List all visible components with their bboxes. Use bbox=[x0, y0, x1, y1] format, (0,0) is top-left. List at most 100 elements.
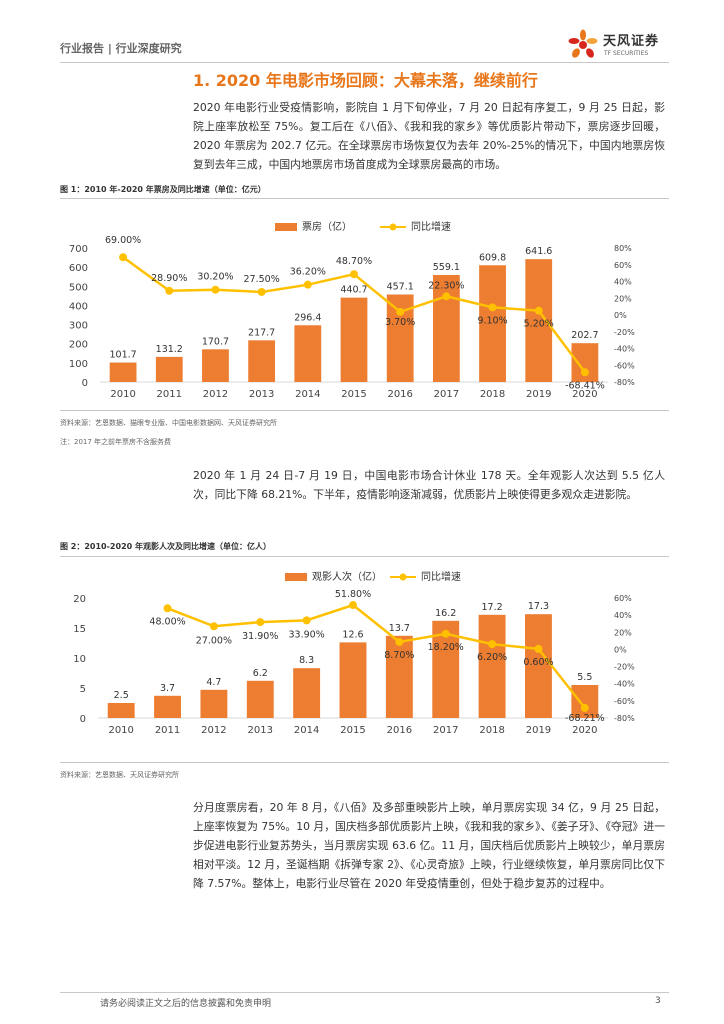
paragraph-3: 分月度票房看，20 年 8 月，《八佰》及多部重映影片上映，单月票房实现 34 … bbox=[193, 801, 665, 890]
figure2-title: 图 2：2010-2020 年观影人次及同比增速（单位：亿人） bbox=[60, 542, 271, 551]
figure2-bottom-rule bbox=[60, 762, 669, 763]
growth-point bbox=[163, 604, 172, 613]
legend-bar-swatch bbox=[275, 223, 297, 231]
bar-value-label: 3.7 bbox=[160, 683, 175, 694]
bar-value-label: 2.5 bbox=[114, 690, 129, 701]
x-axis-tick-label: 2017 bbox=[434, 389, 459, 400]
bar-value-label: 170.7 bbox=[202, 336, 229, 347]
logo-flower-icon bbox=[568, 29, 598, 58]
footer-divider bbox=[60, 992, 669, 993]
bar bbox=[109, 362, 137, 382]
y2-axis-tick-label: -80% bbox=[614, 378, 635, 387]
legend-line-label: 同比增速 bbox=[411, 220, 451, 233]
growth-point bbox=[257, 287, 266, 296]
growth-value-label: 5.20% bbox=[524, 319, 554, 330]
bar bbox=[339, 642, 367, 718]
y2-axis-tick-label: 40% bbox=[614, 611, 632, 620]
growth-value-label: 27.00% bbox=[196, 635, 232, 646]
x-axis-tick-label: 2011 bbox=[155, 725, 180, 736]
y2-axis-tick-label: -40% bbox=[614, 680, 635, 689]
y-axis-tick-label: 100 bbox=[69, 359, 88, 370]
bar-value-label: 131.2 bbox=[156, 344, 183, 355]
bar bbox=[340, 297, 368, 382]
growth-point bbox=[349, 601, 357, 610]
growth-value-label: 6.20% bbox=[477, 652, 507, 663]
bar-value-label: 559.1 bbox=[433, 262, 460, 273]
x-axis-tick-label: 2016 bbox=[387, 389, 412, 400]
company-logo: 天风证券 TF SECURITIES bbox=[566, 28, 686, 62]
y-axis-tick-label: 400 bbox=[69, 301, 88, 312]
bar-value-label: 217.7 bbox=[248, 327, 275, 338]
x-axis-tick-label: 2019 bbox=[526, 389, 551, 400]
header-divider bbox=[60, 62, 669, 63]
growth-value-label: 31.90% bbox=[242, 631, 278, 642]
x-axis-tick-label: 2015 bbox=[341, 389, 366, 400]
x-axis-tick-label: 2019 bbox=[526, 725, 551, 736]
y-axis-tick-label: 500 bbox=[69, 282, 88, 293]
bar bbox=[202, 349, 229, 382]
bar-value-label: 8.3 bbox=[299, 655, 314, 666]
growth-value-label: 8.70% bbox=[384, 650, 414, 661]
bar-value-label: 440.7 bbox=[340, 285, 367, 296]
growth-value-label: 30.20% bbox=[197, 272, 233, 283]
legend-bar-label: 观影人次（亿） bbox=[312, 570, 382, 583]
y2-axis-tick-label: 80% bbox=[614, 244, 632, 253]
growth-point bbox=[534, 644, 543, 653]
y2-axis-tick-label: 0% bbox=[614, 311, 627, 320]
growth-point bbox=[534, 306, 543, 315]
y2-axis-tick-label: -80% bbox=[614, 714, 635, 723]
logo-name-en: TF SECURITIES bbox=[604, 50, 649, 57]
growth-point bbox=[580, 703, 589, 712]
growth-point bbox=[488, 640, 497, 649]
legend-line-marker bbox=[389, 223, 397, 231]
y-axis-tick-label: 15 bbox=[73, 624, 86, 635]
bar bbox=[571, 685, 599, 718]
y-axis-tick-label: 600 bbox=[69, 263, 88, 274]
bar bbox=[479, 265, 506, 382]
growth-value-label: -68.41% bbox=[565, 380, 605, 391]
y-axis-tick-label: 5 bbox=[80, 684, 86, 695]
y2-axis-tick-label: 60% bbox=[614, 261, 632, 270]
logo-name-cn: 天风证券 bbox=[603, 34, 660, 49]
growth-value-label: 0.60% bbox=[523, 657, 553, 668]
figure1-title: 图 1：2010 年-2020 年票房及同比增速（单位：亿元） bbox=[60, 185, 266, 194]
y2-axis-tick-label: 40% bbox=[614, 278, 632, 287]
growth-point bbox=[302, 616, 311, 625]
bar bbox=[155, 356, 183, 382]
x-axis-tick-label: 2012 bbox=[203, 389, 228, 400]
bar bbox=[107, 703, 135, 718]
bar-value-label: 101.7 bbox=[109, 350, 136, 361]
growth-point bbox=[209, 622, 218, 631]
figure2-top-rule bbox=[60, 556, 669, 557]
y2-axis-tick-label: 20% bbox=[614, 628, 632, 637]
growth-value-label: 51.80% bbox=[335, 589, 371, 600]
bar bbox=[246, 680, 274, 718]
growth-value-label: 18.20% bbox=[428, 642, 464, 653]
bar-value-label: 5.5 bbox=[577, 672, 592, 683]
bar bbox=[525, 614, 552, 718]
y-axis-tick-label: 200 bbox=[69, 340, 88, 351]
bar-value-label: 609.8 bbox=[479, 252, 506, 263]
legend-line-label: 同比增速 bbox=[421, 570, 461, 583]
growth-value-label: 48.00% bbox=[149, 616, 185, 627]
bar-value-label: 4.7 bbox=[206, 677, 221, 688]
y2-axis-tick-label: 20% bbox=[614, 294, 632, 303]
bar-value-label: 6.2 bbox=[253, 668, 268, 679]
growth-point bbox=[441, 629, 450, 638]
growth-point bbox=[488, 303, 497, 312]
bar-value-label: 202.7 bbox=[571, 330, 598, 341]
growth-point bbox=[119, 253, 128, 262]
growth-point bbox=[395, 637, 404, 646]
growth-point bbox=[303, 280, 312, 289]
legend-line-marker bbox=[399, 573, 407, 581]
figure2-source: 资料来源：艺恩数据、天风证券研究所 bbox=[60, 771, 179, 779]
bar-value-label: 13.7 bbox=[389, 623, 410, 634]
x-axis-tick-label: 2011 bbox=[157, 389, 182, 400]
legend-bar-label: 票房（亿） bbox=[302, 220, 352, 233]
bar bbox=[154, 695, 181, 718]
y-axis-tick-label: 300 bbox=[69, 321, 88, 332]
growth-value-label: 3.70% bbox=[385, 317, 415, 328]
bar bbox=[248, 340, 276, 382]
x-axis-tick-label: 2017 bbox=[433, 725, 458, 736]
x-axis-tick-label: 2010 bbox=[110, 389, 135, 400]
